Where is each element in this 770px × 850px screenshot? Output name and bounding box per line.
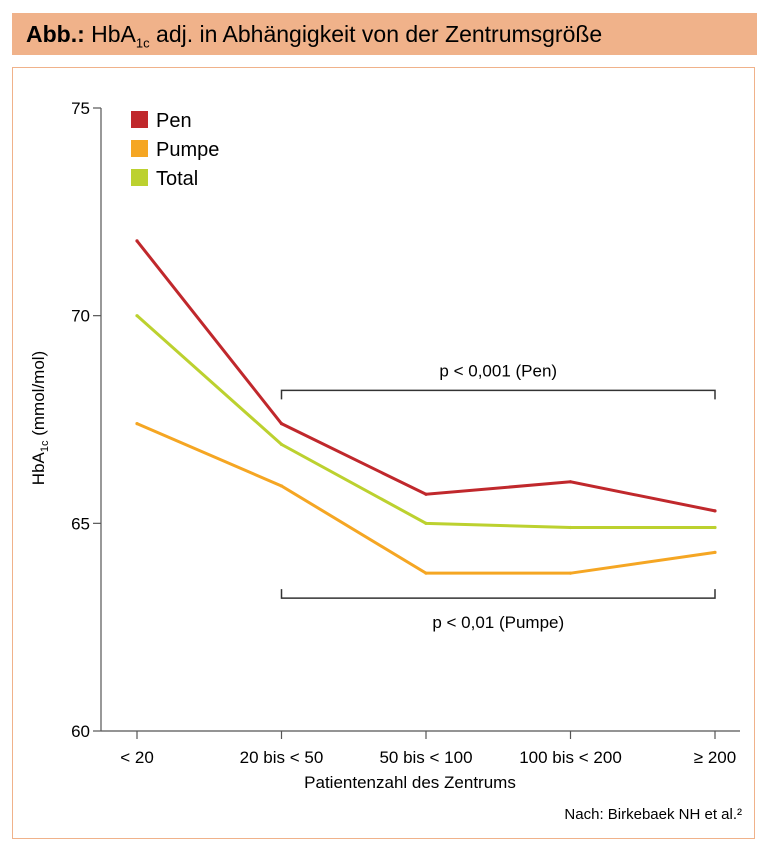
- significance-bracket: [280, 389, 716, 400]
- figure-title-subscript: 1c: [135, 35, 150, 51]
- data-point-pen: [568, 480, 573, 484]
- series-line-pen: [135, 239, 716, 513]
- legend-swatch-pumpe: [131, 140, 148, 157]
- x-tick-label: < 20: [120, 748, 154, 767]
- legend-label-total: Total: [156, 168, 198, 190]
- data-point-pen: [279, 422, 284, 426]
- significance-bracket: [280, 589, 716, 599]
- y-tick-label: 70: [71, 307, 90, 326]
- y-tick-label: 75: [71, 99, 90, 118]
- figure-header: Abb.: HbA1c adj. in Abhängigkeit von der…: [12, 13, 757, 55]
- x-tick-label: 100 bis < 200: [519, 748, 622, 767]
- figure-title: Abb.: HbA1c adj. in Abhängigkeit von der…: [26, 21, 602, 51]
- x-axis-label: Patientenzahl des Zentrums: [304, 773, 516, 792]
- x-tick-label: 50 bis < 100: [379, 748, 472, 767]
- y-tick-label: 60: [71, 722, 90, 741]
- data-point-pen: [713, 509, 717, 513]
- source-note: Nach: Birkebaek NH et al.²: [564, 806, 742, 823]
- legend-label-pumpe: Pumpe: [156, 139, 219, 161]
- legend-swatch-total: [131, 169, 148, 186]
- x-tick-label: 20 bis < 50: [240, 748, 324, 767]
- data-point-total: [713, 525, 717, 530]
- data-point-total: [568, 525, 573, 530]
- legend-swatch-pen: [131, 111, 148, 128]
- data-point-pen: [135, 239, 139, 243]
- y-axis-label: HbA1c (mmol/mol): [29, 351, 51, 485]
- figure-abbreviation: Abb.:: [26, 21, 85, 47]
- data-point-pumpe: [135, 422, 139, 426]
- significance-label: p < 0,001 (Pen): [439, 361, 557, 380]
- chart-frame: [12, 67, 755, 839]
- data-point-total: [135, 314, 139, 318]
- figure-title-pre: HbA: [91, 21, 136, 47]
- y-tick-label: 65: [71, 514, 90, 533]
- data-point-pumpe: [713, 550, 717, 555]
- data-point-pumpe: [568, 571, 573, 575]
- data-point-pumpe: [424, 571, 428, 575]
- data-point-total: [424, 521, 428, 525]
- series-line-pumpe: [136, 422, 716, 575]
- legend-label-pen: Pen: [156, 110, 192, 132]
- figure-title-post: adj. in Abhängigkeit von der Zentrumsgrö…: [149, 21, 603, 47]
- data-point-pumpe: [279, 484, 284, 488]
- significance-label: p < 0,01 (Pumpe): [432, 613, 564, 632]
- x-tick-label: ≥ 200: [694, 748, 736, 767]
- data-point-total: [279, 442, 284, 447]
- data-point-pen: [424, 492, 428, 496]
